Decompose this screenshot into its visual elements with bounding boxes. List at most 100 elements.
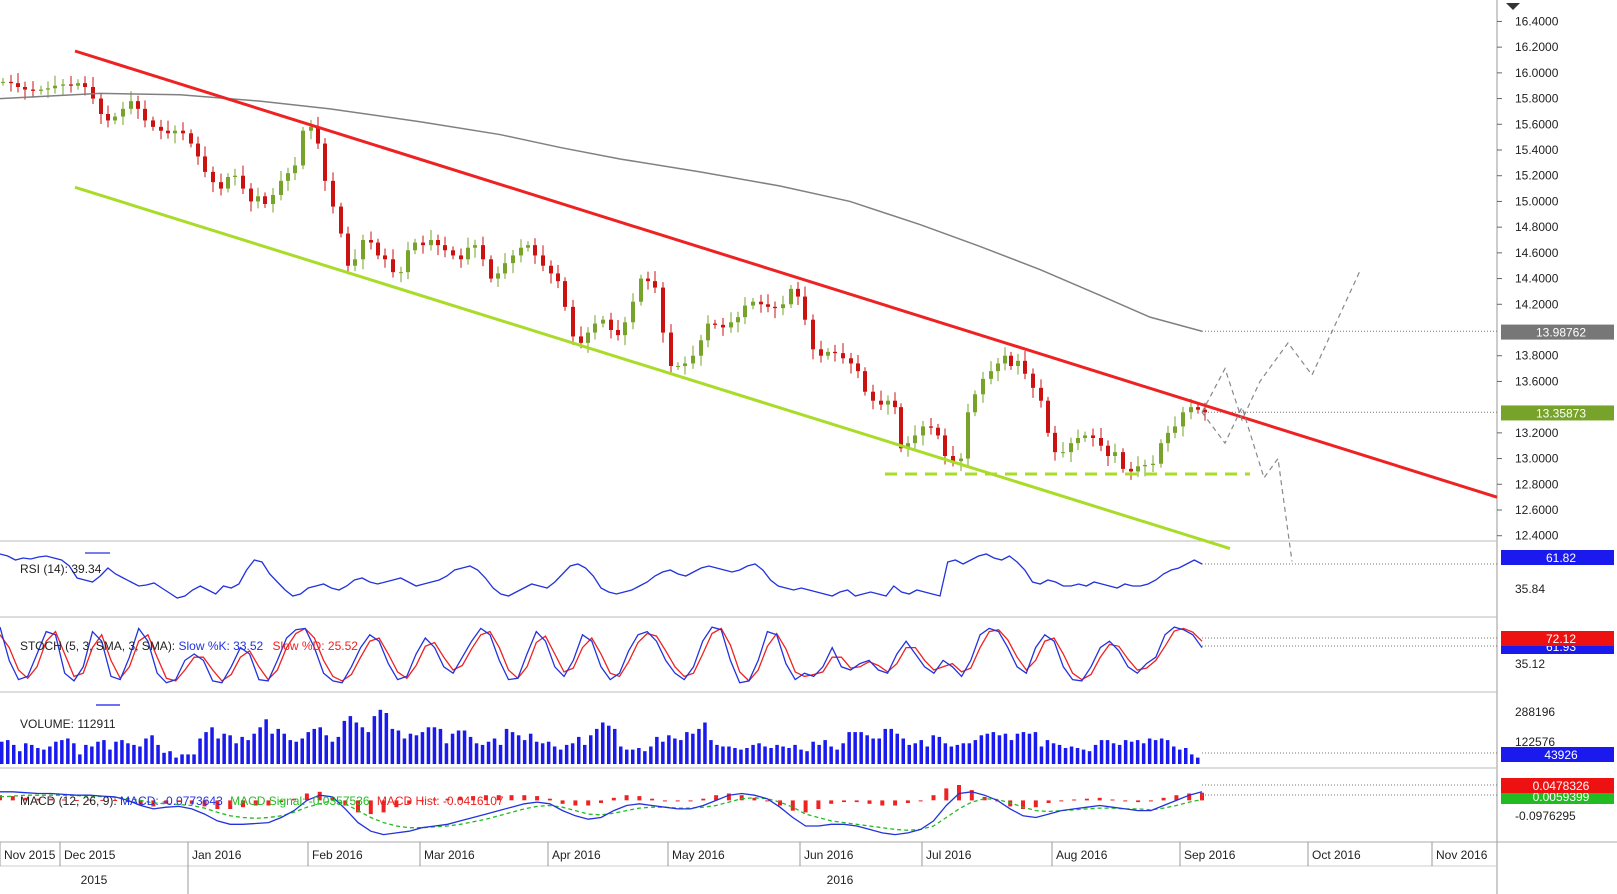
candle-body — [713, 323, 717, 325]
macd-hist-bar — [637, 796, 642, 801]
dropdown-arrow-icon[interactable] — [1506, 3, 1520, 10]
macd-hist-bar — [739, 795, 744, 801]
price-tick-label-6: 15.2000 — [1515, 169, 1559, 183]
candle-body — [1181, 412, 1185, 427]
volume-bar — [997, 735, 1002, 764]
macd-hist-bar — [547, 798, 552, 801]
rsi-panel: 61.82 35.84 — [0, 550, 1614, 599]
volume-bar — [661, 741, 665, 764]
macd-hist-bar — [368, 800, 373, 815]
price-tag-0-bg — [1501, 324, 1614, 340]
volume-bar — [180, 754, 184, 764]
candle-body — [519, 247, 523, 256]
macd-label: MACD (12, 26, 9): MACD: -0.0773643 MACD … — [20, 794, 504, 808]
volume-bar — [444, 743, 449, 764]
macd-hist-bar — [650, 798, 655, 801]
candle-body — [31, 89, 35, 91]
candle-body — [503, 263, 507, 274]
macd-hist-bar — [969, 790, 974, 801]
volume-label: VOLUME: 112911 — [20, 717, 116, 731]
month-label-8: Jul 2016 — [926, 848, 972, 862]
volume-bar — [54, 741, 58, 764]
candle-body — [429, 240, 433, 246]
month-label-10: Sep 2016 — [1184, 848, 1236, 862]
macd-hist-bar — [317, 791, 322, 801]
candle-body — [623, 322, 627, 336]
candle-body — [1023, 360, 1027, 374]
macd-hist-bar — [432, 799, 437, 801]
price-tick-label-15: 13.0000 — [1515, 452, 1559, 466]
volume-bar — [276, 728, 280, 764]
macd-hist-bar — [381, 800, 386, 813]
volume-bar — [384, 713, 389, 764]
macd-hist-bar — [458, 796, 463, 801]
macd-hist-bar — [675, 800, 680, 802]
volume-bar — [853, 732, 857, 764]
volume-bar — [330, 741, 335, 764]
candle-body — [586, 332, 590, 343]
candle-body — [729, 322, 733, 328]
macd-hist-bar — [982, 796, 987, 801]
candle-body — [241, 175, 245, 189]
volume-bar — [24, 743, 28, 764]
macd-hist-bar — [10, 796, 15, 801]
candle-body — [819, 349, 823, 356]
macd-hist-bar — [483, 795, 488, 801]
volume-bar — [78, 754, 82, 764]
price-tick-label-8: 14.8000 — [1515, 220, 1559, 234]
price-tag-0: 13.98762 — [1536, 326, 1586, 340]
candle-body — [1016, 360, 1020, 366]
volume-bar — [1015, 733, 1020, 764]
candle-body — [616, 330, 620, 336]
candle-body — [879, 400, 883, 405]
volume-bar — [1172, 746, 1176, 764]
macd-hist-bar — [0, 795, 2, 801]
macd-hist-bar — [1136, 800, 1141, 803]
volume-bar — [282, 733, 286, 764]
price-tick-label-2: 16.0000 — [1515, 66, 1559, 80]
volume-bar — [1087, 751, 1092, 764]
candle-body — [549, 265, 553, 274]
price-tick-label-7: 15.0000 — [1515, 194, 1559, 208]
volume-bar — [456, 730, 461, 764]
candle-body — [1069, 443, 1073, 453]
candle-body — [263, 196, 267, 204]
volume-bar — [162, 752, 166, 764]
volume-bar — [138, 746, 142, 764]
volume-bar — [979, 735, 984, 764]
macd-hist-bar — [74, 800, 79, 801]
candle-body — [473, 245, 477, 248]
candle-body — [593, 323, 597, 333]
macd-hist-bar — [701, 798, 706, 801]
candle-body — [301, 130, 305, 166]
candle-body — [1136, 466, 1140, 472]
volume-bar — [829, 746, 833, 764]
volume-bar — [222, 733, 226, 764]
volume-bar — [871, 738, 875, 764]
volume-bar — [378, 709, 383, 764]
candle-body — [399, 272, 403, 274]
month-label-0: Nov 2015 — [4, 848, 56, 862]
volume-bar — [913, 743, 917, 764]
support-trendline — [74, 185, 1231, 551]
candle-body — [121, 108, 125, 117]
candle-body — [676, 366, 680, 367]
volume-bar — [438, 728, 443, 764]
candle-body — [1159, 443, 1163, 464]
candle-body — [136, 101, 140, 109]
stoch-label-k: Slow %K: 33.52 — [178, 639, 263, 653]
volume-bar — [799, 749, 803, 764]
volume-bar — [204, 732, 208, 764]
candle-body — [871, 391, 875, 401]
candle-body — [256, 196, 260, 202]
candle-body — [1076, 438, 1080, 444]
volume-bar — [739, 749, 743, 764]
macd-hist-bar — [611, 797, 616, 801]
macd-hist-bar — [241, 800, 245, 808]
volume-bar — [270, 733, 274, 764]
rsi-line — [0, 553, 1203, 599]
date-axis: Nov 2015 Dec 2015 Jan 2016 Feb 2016 Mar 2016… — [0, 842, 1488, 894]
price-tick-label-18: 12.4000 — [1515, 529, 1559, 543]
